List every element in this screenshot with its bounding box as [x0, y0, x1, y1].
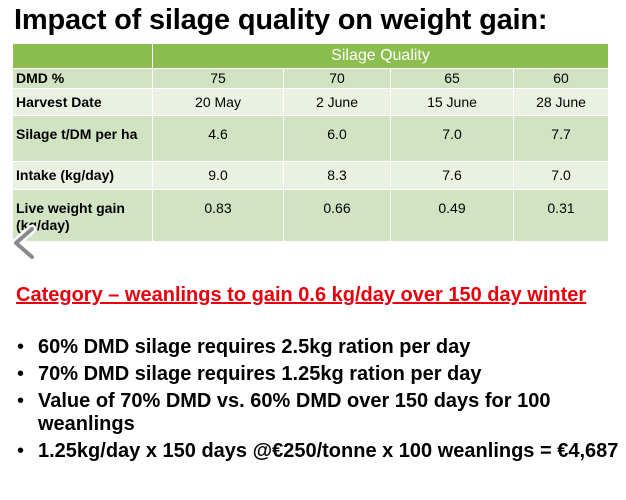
table-cell: 2 June	[283, 88, 391, 116]
table-cell: 75	[152, 68, 284, 89]
table-cell: 8.3	[283, 161, 391, 190]
bullet-icon: •	[17, 336, 25, 358]
table-row: DMD % 75 70 65 60	[12, 68, 610, 89]
bullet-icon: •	[17, 440, 25, 462]
table-cell: 0.31	[512, 189, 610, 242]
row-label: Intake (kg/day)	[12, 161, 153, 190]
table-cell: 0.49	[390, 189, 514, 242]
table-cell: 4.6	[152, 115, 284, 162]
table-cell: 9.0	[152, 161, 284, 190]
table-row: Harvest Date 20 May 2 June 15 June 28 Ju…	[12, 88, 610, 116]
table-row: Intake (kg/day) 9.0 8.3 7.6 7.0	[12, 161, 610, 190]
table-cell: 7.0	[390, 115, 514, 162]
table-cell: 6.0	[283, 115, 391, 162]
row-label: DMD %	[12, 68, 153, 89]
table-cell: 7.0	[512, 161, 610, 190]
table-row: Live weight gain (kg/day) 0.83 0.66 0.49…	[12, 189, 610, 242]
table-cell: 60	[512, 68, 610, 89]
table-cell: 65	[390, 68, 514, 89]
slide-title: Impact of silage quality on weight gain:	[14, 4, 548, 36]
table-cell: 7.6	[390, 161, 514, 190]
row-label: Silage t/DM per ha	[12, 115, 153, 162]
row-label: Harvest Date	[12, 88, 153, 116]
list-item: • 70% DMD silage requires 1.25kg ration p…	[16, 363, 620, 386]
table-cell: 70	[283, 68, 391, 89]
chevron-left-icon[interactable]	[8, 224, 42, 262]
table-cell: 7.7	[512, 115, 610, 162]
bullet-text: 60% DMD silage requires 2.5kg ration per…	[38, 336, 471, 358]
bullet-text: 70% DMD silage requires 1.25kg ration pe…	[38, 363, 482, 385]
table-cell: 28 June	[512, 88, 610, 116]
table-cell: 20 May	[152, 88, 284, 116]
silage-quality-table: Silage Quality DMD % 75 70 65 60 Harvest…	[12, 43, 610, 242]
bullet-icon: •	[17, 390, 25, 412]
list-item: • 60% DMD silage requires 2.5kg ration pe…	[16, 336, 620, 359]
bullet-text: 1.25kg/day x 150 days @€250/tonne x 100 …	[38, 440, 619, 462]
bullet-icon: •	[17, 363, 25, 385]
category-heading: Category – weanlings to gain 0.6 kg/day …	[16, 284, 587, 306]
bullet-list: • 60% DMD silage requires 2.5kg ration pe…	[16, 336, 620, 467]
table-row: Silage t/DM per ha 4.6 6.0 7.0 7.7	[12, 115, 610, 162]
table-header-row: Silage Quality	[12, 43, 610, 69]
list-item: • Value of 70% DMD vs. 60% DMD over 150 d…	[16, 390, 620, 436]
table-header: Silage Quality	[151, 43, 610, 69]
list-item: • 1.25kg/day x 150 days @€250/tonne x 100…	[16, 440, 620, 463]
table-cell: 15 June	[390, 88, 514, 116]
bullet-text: Value of 70% DMD vs. 60% DMD over 150 da…	[38, 390, 551, 435]
table-cell: 0.66	[283, 189, 391, 242]
table-cell: 0.83	[152, 189, 284, 242]
